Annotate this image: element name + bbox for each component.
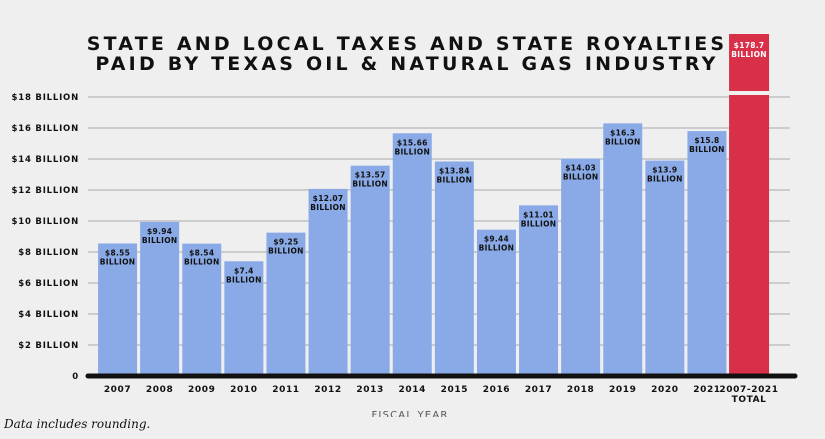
x-tick-label: 2013 [356, 385, 383, 395]
bar-value-label: $9.44 [484, 235, 509, 244]
bar-value-label: $9.94 [147, 227, 172, 236]
total-bar [729, 34, 770, 376]
x-tick-label: 2019 [609, 385, 636, 395]
bar [392, 133, 432, 376]
bar [266, 232, 306, 376]
bar [434, 161, 474, 376]
bar-unit-label: BILLION [394, 147, 430, 156]
bar-value-label: $7.4 [234, 266, 254, 275]
bar-unit-label: BILLION [437, 175, 473, 184]
bar [308, 188, 348, 376]
bar-unit-label: BILLION [689, 145, 725, 154]
bar-unit-label: BILLION [268, 247, 304, 256]
bar-value-label: $12.07 [313, 194, 344, 203]
bar-unit-label: BILLION [184, 258, 220, 267]
x-tick-label: 2008 [146, 385, 173, 395]
bar-value-label: $13.84 [439, 166, 470, 175]
bar-unit-label: BILLION [352, 180, 388, 189]
bar [182, 243, 222, 376]
bar-value-label: $13.57 [355, 171, 386, 180]
x-tick-label: 2009 [188, 385, 215, 395]
total-x-tick-label: TOTAL [732, 395, 767, 405]
bar-value-label: $8.54 [189, 249, 214, 258]
x-tick-label: 2020 [651, 385, 678, 395]
x-tick-label: 2018 [567, 385, 594, 395]
y-tick-label: $8 BILLION [18, 248, 79, 258]
y-tick-label: $16 BILLION [12, 124, 79, 134]
total-unit-label: BILLION [731, 50, 767, 59]
bar-unit-label: BILLION [521, 219, 557, 228]
bar [476, 229, 516, 376]
y-tick-label: $2 BILLION [18, 341, 79, 351]
bar [603, 123, 643, 376]
total-value-label: $178.7 [734, 41, 765, 50]
x-tick-label: 2017 [525, 385, 552, 395]
y-tick-label: $4 BILLION [18, 310, 79, 320]
bar-unit-label: BILLION [310, 203, 346, 212]
x-tick-label: 2010 [230, 385, 257, 395]
x-tick-label: 2014 [399, 385, 426, 395]
bar-unit-label: BILLION [563, 173, 599, 182]
bar [98, 243, 138, 376]
y-tick-label: $18 BILLION [12, 93, 79, 103]
bar [224, 261, 264, 376]
x-tick-label: 2011 [272, 385, 299, 395]
bar-value-label: $11.01 [523, 210, 554, 219]
x-tick-label: 2016 [483, 385, 510, 395]
bar-unit-label: BILLION [142, 236, 178, 245]
x-tick-label: 2015 [441, 385, 468, 395]
y-tick-label: $12 BILLION [12, 186, 79, 196]
chart: STATE AND LOCAL TAXES AND STATE ROYALTIE… [12, 33, 798, 417]
bar-unit-label: BILLION [100, 257, 136, 266]
bar-unit-label: BILLION [479, 244, 515, 253]
bar-unit-label: BILLION [647, 175, 683, 184]
bar [519, 205, 559, 376]
bar [350, 165, 390, 376]
y-tick-label: $10 BILLION [12, 217, 79, 227]
chart-title-line: STATE AND LOCAL TAXES AND STATE ROYALTIE… [87, 33, 728, 55]
footnote: Data includes rounding. [4, 417, 151, 431]
y-tick-label: $14 BILLION [12, 155, 79, 165]
bar [645, 160, 685, 376]
y-tick-label: 0 [72, 372, 79, 382]
bar-unit-label: BILLION [605, 137, 641, 146]
bar-value-label: $13.9 [652, 166, 677, 175]
bar [687, 131, 727, 376]
bar-value-label: $8.55 [105, 248, 130, 257]
bar-value-label: $15.8 [694, 136, 719, 145]
total-x-tick-label: 2007-2021 [719, 385, 778, 395]
bar-value-label: $9.25 [273, 238, 298, 247]
bar [561, 158, 601, 376]
chart-title-line: PAID BY TEXAS OIL & NATURAL GAS INDUSTRY [95, 53, 718, 75]
x-tick-label: 2021 [693, 385, 720, 395]
bar-value-label: $16.3 [610, 128, 635, 137]
bar-value-label: $14.03 [565, 164, 596, 173]
x-tick-label: 2012 [314, 385, 341, 395]
x-axis-title: FISCAL YEAR [371, 410, 448, 417]
x-tick-label: 2007 [104, 385, 131, 395]
bar [140, 221, 180, 376]
bar-value-label: $15.66 [397, 138, 428, 147]
y-tick-label: $6 BILLION [18, 279, 79, 289]
bar-unit-label: BILLION [226, 275, 262, 284]
